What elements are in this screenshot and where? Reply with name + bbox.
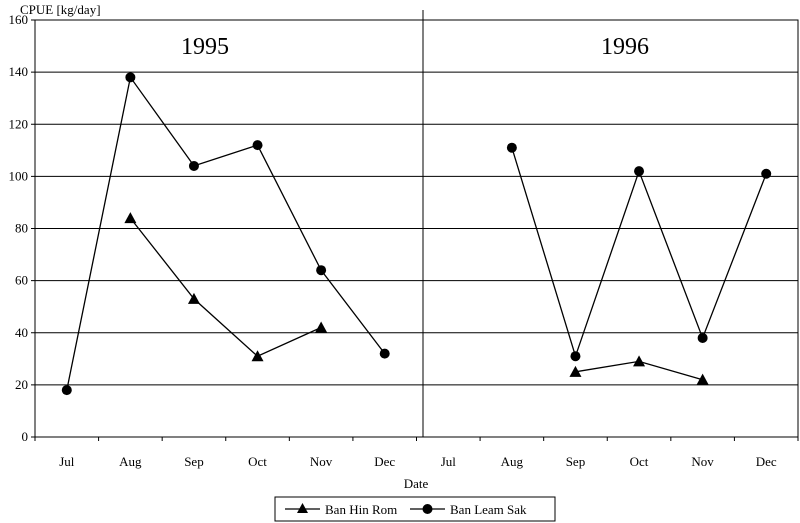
point-ban-leam-sak-sep-1996 <box>570 351 581 362</box>
point-ban-hin-rom-oct-1995 <box>251 350 264 362</box>
series-layer <box>61 72 772 396</box>
series-line-ban-leam-sak-panel-1995-0 <box>66 75 386 391</box>
x-tick-label-aug-1995: Aug <box>119 454 142 469</box>
point-ban-leam-sak-aug-1995 <box>125 72 136 83</box>
x-tick-label-sep-1995: Sep <box>184 454 204 469</box>
point-ban-leam-sak-dec-1996 <box>761 168 772 179</box>
x-axis: Jul Aug Sep Oct Nov Dec Jul Aug Sep Oct Nov Dec <box>34 437 799 469</box>
series-line-ban-hin-rom-panel-1995-0 <box>129 217 322 357</box>
point-ban-hin-rom-sep-1995 <box>187 292 200 304</box>
point-ban-hin-rom-aug-1995 <box>124 212 137 224</box>
point-ban-hin-rom-sep-1996 <box>569 365 582 377</box>
y-tick-label-0: 0 <box>22 429 29 444</box>
x-tick-label-dec-1995: Dec <box>374 454 395 469</box>
panel-title-1995: 1995 <box>181 34 229 60</box>
x-tick-label-jul-1996: Jul <box>441 454 457 469</box>
y-axis-title: CPUE [kg/day] <box>20 2 101 17</box>
legend-circle-marker-icon <box>422 504 433 514</box>
x-tick-label-oct-1996: Oct <box>630 454 649 469</box>
point-ban-leam-sak-aug-1996 <box>506 142 517 153</box>
series-line-ban-leam-sak-panel-1996-0 <box>511 147 767 359</box>
point-ban-leam-sak-jul-1995 <box>61 385 72 396</box>
point-ban-leam-sak-nov-1996 <box>697 332 708 343</box>
legend-triangle-marker-icon <box>297 503 308 513</box>
legend-label-ban-hin-rom: Ban Hin Rom <box>325 502 397 517</box>
point-ban-leam-sak-oct-1996 <box>634 166 645 177</box>
point-ban-hin-rom-oct-1996 <box>633 355 646 367</box>
x-tick-label-nov-1996: Nov <box>691 454 714 469</box>
x-tick-label-dec-1996: Dec <box>756 454 777 469</box>
y-axis: 0 20 40 60 80 100 120 140 160 <box>9 12 35 444</box>
y-tick-label-140: 140 <box>9 64 29 79</box>
x-tick-label-nov-1995: Nov <box>310 454 333 469</box>
legend-label-ban-leam-sak: Ban Leam Sak <box>450 502 527 517</box>
panel-title-1996: 1996 <box>601 34 649 60</box>
point-ban-hin-rom-nov-1996 <box>696 373 709 385</box>
legend: Ban Hin Rom Ban Leam Sak <box>274 496 556 522</box>
point-ban-leam-sak-sep-1995 <box>188 160 199 171</box>
y-tick-label-120: 120 <box>9 116 29 131</box>
y-tick-label-20: 20 <box>15 377 28 392</box>
y-tick-label-100: 100 <box>9 168 29 183</box>
x-axis-title: Date <box>404 476 429 491</box>
x-tick-label-sep-1996: Sep <box>566 454 586 469</box>
point-ban-leam-sak-oct-1995 <box>252 140 263 151</box>
point-ban-leam-sak-nov-1995 <box>316 265 327 276</box>
point-ban-leam-sak-dec-1995 <box>379 348 390 359</box>
x-tick-label-aug-1996: Aug <box>501 454 524 469</box>
point-ban-hin-rom-nov-1995 <box>315 321 328 333</box>
x-tick-label-jul-1995: Jul <box>59 454 75 469</box>
y-tick-label-60: 60 <box>15 273 28 288</box>
y-tick-label-160: 160 <box>9 12 29 27</box>
y-tick-label-80: 80 <box>15 221 28 236</box>
x-tick-label-oct-1995: Oct <box>248 454 267 469</box>
gridlines <box>35 71 798 386</box>
y-tick-label-40: 40 <box>15 325 28 340</box>
